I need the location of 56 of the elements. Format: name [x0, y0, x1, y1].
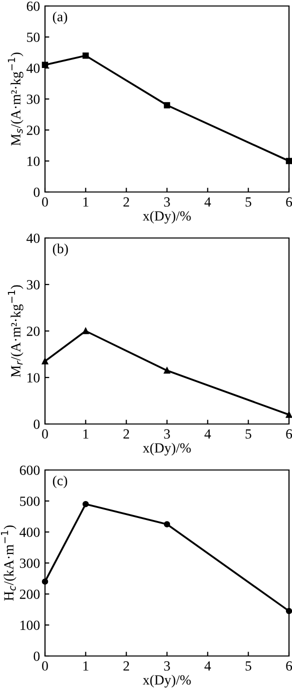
y-tick-label: 40: [26, 234, 40, 243]
point: [82, 328, 89, 334]
y-tick-label: 30: [26, 280, 40, 290]
x-tick-label: 6: [286, 197, 292, 207]
x-tick-label: 0: [42, 197, 48, 207]
y-tick-label: 50: [27, 32, 40, 42]
y-tick-label: 400: [20, 528, 40, 537]
y-tick-label: 300: [20, 558, 40, 568]
y-tick-label: 30: [26, 94, 40, 104]
y-axis-title: M$_{r}$/(A·m²·kg$^{−1}$): [8, 285, 24, 378]
x-tick-label: 0: [42, 661, 48, 671]
annotation: (a): [52, 12, 68, 24]
point: [164, 521, 170, 528]
y-tick-label: 100: [20, 620, 40, 630]
point: [286, 412, 292, 418]
x-tick-label: 3: [164, 429, 170, 439]
y-tick-label: 0: [34, 188, 40, 197]
x-tick-label: 4: [204, 429, 211, 438]
y-tick-label: 10: [27, 156, 40, 166]
x-tick-label: 0: [42, 429, 48, 439]
y-tick-label: 600: [20, 466, 40, 475]
x-tick-label: 1: [83, 661, 88, 670]
x-tick-label: 2: [123, 197, 130, 206]
point: [82, 52, 89, 59]
x-tick-label: 4: [204, 661, 211, 670]
x-tick-label: 5: [246, 197, 252, 207]
point: [164, 367, 170, 374]
point: [164, 102, 170, 108]
y-axis-title: M$_{s}$/(A·m²·kg$^{−1}$): [8, 52, 24, 146]
x-axis-title: x(Dy)/%: [142, 674, 191, 688]
annotation: (b): [52, 244, 68, 256]
point: [82, 500, 89, 508]
x-tick-label: 6: [286, 429, 292, 439]
x-axis-title: x(Dy)/%: [142, 210, 191, 224]
x-tick-label: 4: [204, 197, 211, 206]
x-tick-label: 3: [164, 661, 170, 671]
y-axis-title: H$_{c}$/(kA·m$^{−1}$): [0, 525, 16, 601]
x-tick-label: 3: [164, 197, 170, 207]
y-tick-label: 20: [26, 126, 40, 135]
y-tick-label: 60: [26, 2, 40, 11]
y-tick-label: 500: [20, 496, 40, 506]
y-tick-label: 200: [20, 590, 40, 599]
y-tick-label: 10: [27, 373, 40, 382]
x-tick-label: 2: [123, 429, 130, 438]
x-axis-title: x(Dy)/%: [142, 442, 191, 456]
x-tick-label: 6: [286, 661, 292, 671]
y-tick-label: 0: [34, 652, 40, 661]
x-tick-label: 1: [83, 429, 88, 438]
x-tick-label: 1: [83, 197, 88, 206]
y-tick-label: 40: [26, 64, 40, 73]
x-tick-label: 5: [246, 429, 252, 439]
y-tick-label: 0: [34, 420, 40, 429]
y-tick-label: 20: [26, 326, 40, 336]
annotation: (c): [52, 476, 68, 488]
x-tick-label: 2: [123, 661, 130, 670]
x-tick-label: 5: [246, 661, 252, 671]
